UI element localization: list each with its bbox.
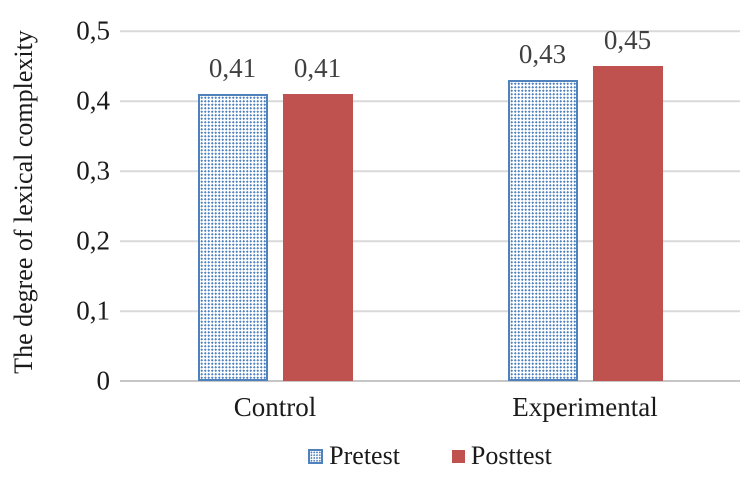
x-category-label: Experimental (512, 392, 658, 422)
legend-label: Posttest (470, 441, 552, 470)
bar-value-label: 0,43 (518, 39, 567, 69)
y-tick-label: 0 (96, 365, 111, 396)
bar-value-label: 0,41 (293, 53, 342, 83)
gridline (120, 380, 740, 382)
bar-pretest-control (197, 94, 268, 381)
legend-item-posttest: Posttest (451, 441, 552, 470)
gridline (120, 310, 740, 312)
gridline (120, 30, 740, 32)
legend-label: Pretest (329, 441, 400, 470)
gridline (120, 170, 740, 172)
x-category-label: Control (233, 392, 317, 422)
legend-item-pretest: Pretest (308, 443, 400, 469)
y-tick-label: 0,3 (76, 155, 110, 186)
bar-value-label: 0,45 (603, 25, 652, 55)
plot-area: 0,41 0,41 0,43 0,45 (120, 27, 740, 382)
y-tick-label: 0,5 (76, 15, 110, 46)
legend-swatch-posttest (451, 449, 465, 463)
y-tick-label: 0,1 (76, 295, 110, 326)
gridline (120, 100, 740, 102)
legend: Pretest Posttest (120, 441, 740, 471)
bar-posttest-control (282, 94, 353, 381)
y-tick-label: 0,2 (76, 225, 110, 256)
y-tick-label: 0,4 (76, 85, 110, 116)
legend-swatch-pretest (308, 448, 324, 464)
y-axis-ticks: 0 0,1 0,2 0,3 0,4 0,5 (0, 17, 110, 394)
bar-value-label: 0,41 (208, 53, 257, 83)
bar-posttest-experimental (592, 66, 663, 381)
bar-pretest-experimental (507, 80, 578, 381)
x-axis-labels: Control Experimental (120, 392, 740, 425)
gridline (120, 240, 740, 242)
